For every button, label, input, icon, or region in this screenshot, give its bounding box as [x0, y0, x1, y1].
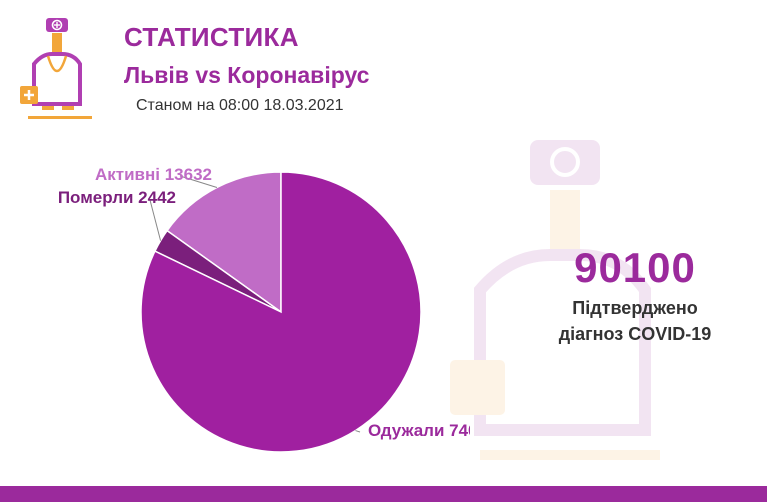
confirmed-caption: Підтверджено діагноз COVID-19: [540, 295, 730, 347]
pie-slice-1: [166, 171, 282, 314]
pie-slice-3: [140, 171, 422, 453]
pie-leader-2: [149, 199, 162, 241]
pie-leader-3: [355, 430, 361, 433]
caption-line-2: діагноз COVID-19: [558, 324, 712, 344]
pie-label-1: Активні 13632: [95, 165, 212, 184]
doctor-logo-icon: [20, 18, 92, 119]
page-title: СТАТИСТИКА: [124, 22, 299, 52]
pie-label-3: Одужали 74026: [368, 421, 470, 440]
confirmed-total: 90100: [574, 244, 696, 291]
pie-leader-1: [179, 175, 218, 188]
bottom-accent-bar: [0, 486, 767, 502]
caption-line-1: Підтверджено: [572, 298, 698, 318]
pie-label-2: Померли 2442: [58, 188, 176, 207]
page-subtitle: Львів vs Коронавірус: [124, 62, 370, 88]
doctor-watermark-icon: [450, 140, 660, 460]
date-stamp: Станом на 08:00 18.03.2021: [136, 97, 344, 114]
pie-chart: Активні 13632 Померли 2442 Одужали 74026: [58, 165, 470, 453]
